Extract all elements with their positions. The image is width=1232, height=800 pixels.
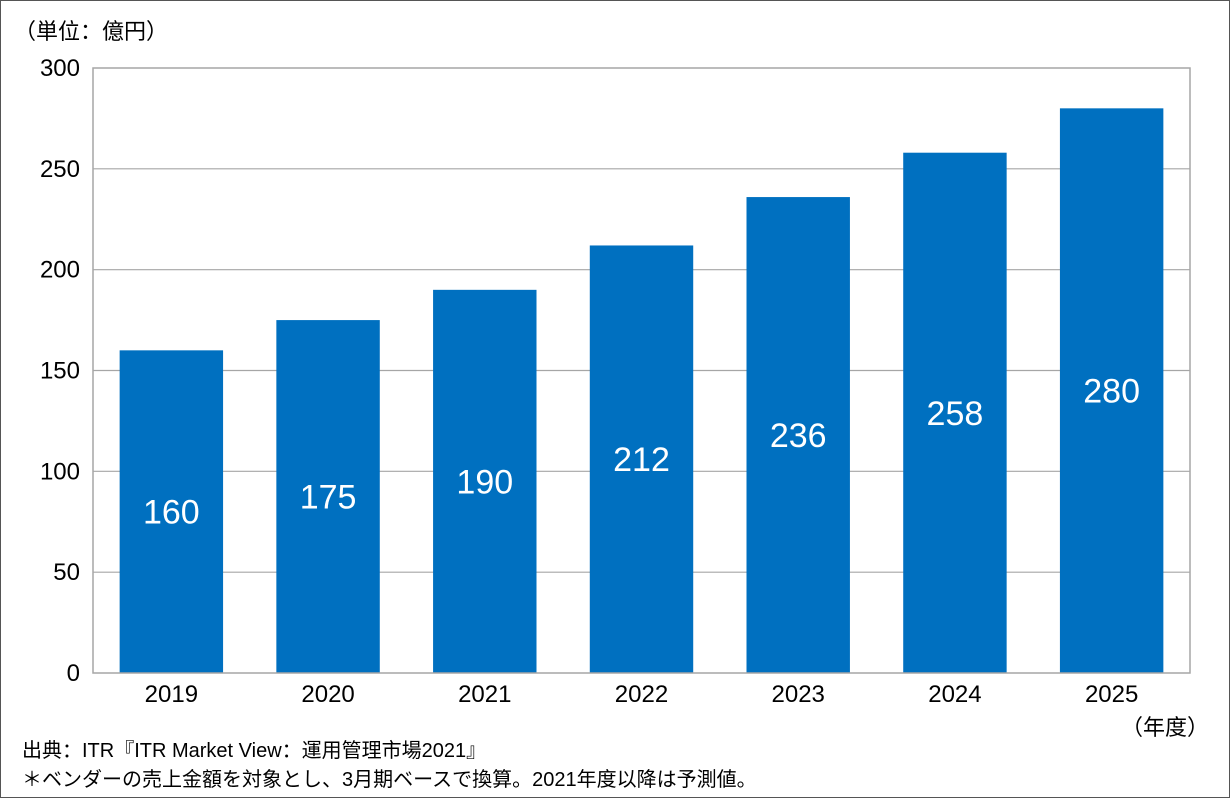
data-label: 175 (300, 479, 357, 517)
bar-2024 (903, 152, 1007, 673)
data-label: 212 (613, 441, 670, 479)
bar-2020 (276, 320, 380, 673)
plot-area-border (92, 67, 1191, 674)
data-label: 258 (927, 395, 984, 433)
x-tick-label: 2020 (301, 681, 354, 708)
x-tick-label: 2022 (615, 681, 668, 708)
data-label: 236 (770, 417, 827, 455)
bar-2019 (119, 350, 224, 673)
y-axis-ticks: 0 50 100 150 200 250 300 (40, 55, 80, 687)
x-unit-label: （年度） (1121, 715, 1210, 740)
y-tick-label: 200 (40, 257, 80, 284)
y-tick-label: 0 (67, 660, 80, 687)
y-tick-label: 300 (40, 55, 80, 82)
data-label: 190 (456, 463, 513, 501)
y-tick-label: 100 (40, 458, 80, 485)
x-tick-label: 2021 (458, 681, 511, 708)
x-tick-label: 2023 (772, 681, 825, 708)
source-note: 出典：ITR『ITR Market View：運用管理市場2021』 (22, 740, 487, 762)
bar-2025 (1059, 108, 1164, 674)
footnote: ＊ベンダーの売上金額を対象とし、3月期ベースで換算。2021年度以降は予測値。 (22, 769, 757, 791)
y-tick-label: 250 (40, 156, 80, 183)
data-label: 160 (143, 494, 200, 532)
x-tick-label: 2019 (145, 681, 198, 708)
data-labels: 160 175 190 212 236 258 280 (143, 373, 1140, 532)
x-tick-label: 2024 (928, 681, 981, 708)
bars (119, 108, 1164, 674)
x-tick-label: 2025 (1085, 681, 1138, 708)
x-axis-ticks: 2019 2020 2021 2022 2023 2024 2025 (145, 681, 1139, 708)
bar-2021 (433, 289, 537, 673)
bar-2023 (746, 197, 850, 674)
y-tick-label: 50 (53, 559, 80, 586)
data-label: 280 (1083, 373, 1140, 411)
y-tick-label: 150 (40, 358, 80, 385)
bar-2022 (589, 245, 694, 673)
y-unit-label: （単位：億円） (14, 19, 169, 44)
